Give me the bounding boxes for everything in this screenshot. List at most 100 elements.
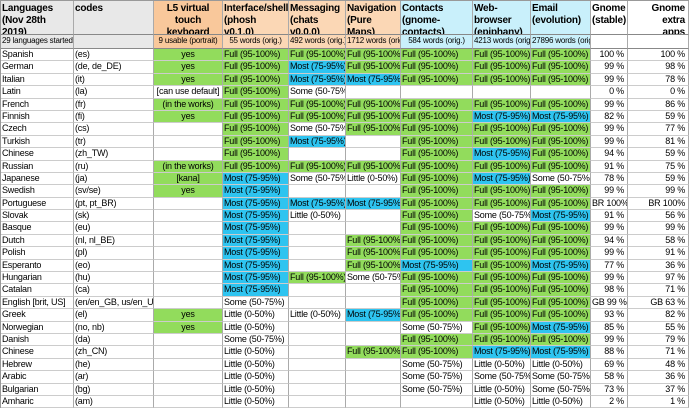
table-cell: Some (50-75%) [473,371,531,384]
table-cell: Full (95-100%) [531,234,591,248]
table-cell: (eu) [74,222,154,235]
table-cell: 55 % [628,321,689,334]
table-cell: Full (95-100%) [473,123,531,136]
table-cell: Full (95-100%) [401,135,473,149]
subheader-cell: 1712 words (orig.) [346,35,401,49]
table-cell: 71 % [628,346,689,359]
table-cell: Full (95-100%) [473,61,531,74]
table-cell: 98 % [628,61,689,74]
table-cell [289,185,346,198]
table-cell: 91 % [591,210,628,223]
table-cell [289,371,346,384]
subheader-cell [74,35,154,49]
table-cell: (fi) [74,110,154,124]
table-cell: yes [154,309,223,322]
table-cell: 99 % [591,185,628,198]
table-cell: Full (95-100%) [473,296,531,310]
subheader-cell: 55 words (orig.) [223,35,289,49]
table-cell: 48 % [628,358,689,372]
header-cell: Messaging (chats v0.0.0) [289,1,346,35]
table-cell: 94 % [591,148,628,161]
table-cell: Most (75-95%) [473,172,531,186]
table-cell: 98 % [591,284,628,297]
table-cell: GB 63 % [628,296,689,310]
table-cell: Arabic [1,371,74,384]
table-cell: (in the works) [154,98,223,111]
table-cell: Full (95-100%) [401,185,473,198]
table-cell: Little (0-50%) [289,309,346,322]
table-cell [154,383,223,396]
table-cell: Most (75-95%) [473,346,531,359]
table-cell: Full (95-100%) [531,160,591,173]
table-cell: Full (95-100%) [401,123,473,136]
table-cell: (es) [74,49,154,62]
table-cell: (in the works) [154,160,223,173]
table-cell: 77 % [591,259,628,273]
table-cell [346,148,401,161]
table-cell: Most (75-95%) [473,148,531,161]
table-cell: 37 % [628,383,689,396]
table-cell: Some (50-75%) [473,210,531,223]
table-cell [154,395,223,409]
table-cell: Full (95-100%) [289,98,346,111]
table-cell: 100 % [591,49,628,62]
table-cell: Full (95-100%) [401,49,473,62]
table-cell: Little (0-50%) [531,395,591,409]
table-cell: Most (75-95%) [223,185,289,198]
table-cell: 99 % [628,222,689,235]
table-cell: 77 % [628,123,689,136]
table-cell: (cs) [74,123,154,136]
table-cell: 0 % [591,86,628,99]
table-cell: (ar) [74,371,154,384]
table-cell: Full (95-100%) [473,73,531,87]
table-cell: (he) [74,358,154,372]
table-cell: 73 % [591,383,628,396]
table-cell: Chinese [1,346,74,359]
table-cell: Chinese [1,148,74,161]
subheader-cell: 492 words (orig.) [289,35,346,49]
table-cell: Full (95-100%) [401,160,473,173]
table-cell [154,346,223,359]
table-cell: Full (95-100%) [531,49,591,62]
table-cell: Full (95-100%) [473,185,531,198]
table-cell: 1 % [628,395,689,409]
table-cell: French [1,98,74,111]
table-cell: Some (50-75%) [289,123,346,136]
table-cell: Some (50-75%) [401,358,473,372]
table-cell: Full (95-100%) [401,110,473,124]
table-cell: Some (50-75%) [346,272,401,285]
table-cell: Some (50-75%) [401,321,473,334]
table-cell: 99 % [591,98,628,111]
table-cell: Full (95-100%) [401,247,473,260]
header-cell: Contacts (gnome-contacts) [401,1,473,35]
table-cell: Some (50-75%) [223,296,289,310]
table-cell: Little (0-50%) [346,172,401,186]
table-cell: (am) [74,395,154,409]
table-cell: Full (95-100%) [346,61,401,74]
table-cell [346,86,401,99]
table-cell: (pt, pt_BR) [74,197,154,211]
table-cell: Full (95-100%) [531,148,591,161]
table-cell: Full (95-100%) [401,222,473,235]
table-cell: Some (50-75%) [531,371,591,384]
table-cell [154,272,223,285]
table-cell: Full (95-100%) [531,98,591,111]
table-cell: Full (95-100%) [346,123,401,136]
table-cell: Full (95-100%) [223,110,289,124]
table-cell: Some (50-75%) [289,86,346,99]
table-cell [346,383,401,396]
table-cell [289,383,346,396]
table-cell [154,296,223,310]
table-cell: Full (95-100%) [346,98,401,111]
table-cell: Full (95-100%) [531,222,591,235]
table-cell [154,148,223,161]
table-cell: 71 % [628,284,689,297]
table-cell: Full (95-100%) [473,321,531,334]
table-cell: Swedish [1,185,74,198]
table-cell: yes [154,73,223,87]
table-cell: Full (95-100%) [223,160,289,173]
table-cell: Little (0-50%) [223,358,289,372]
table-cell [289,358,346,372]
table-cell: (zh_TW) [74,148,154,161]
table-cell: 85 % [591,321,628,334]
